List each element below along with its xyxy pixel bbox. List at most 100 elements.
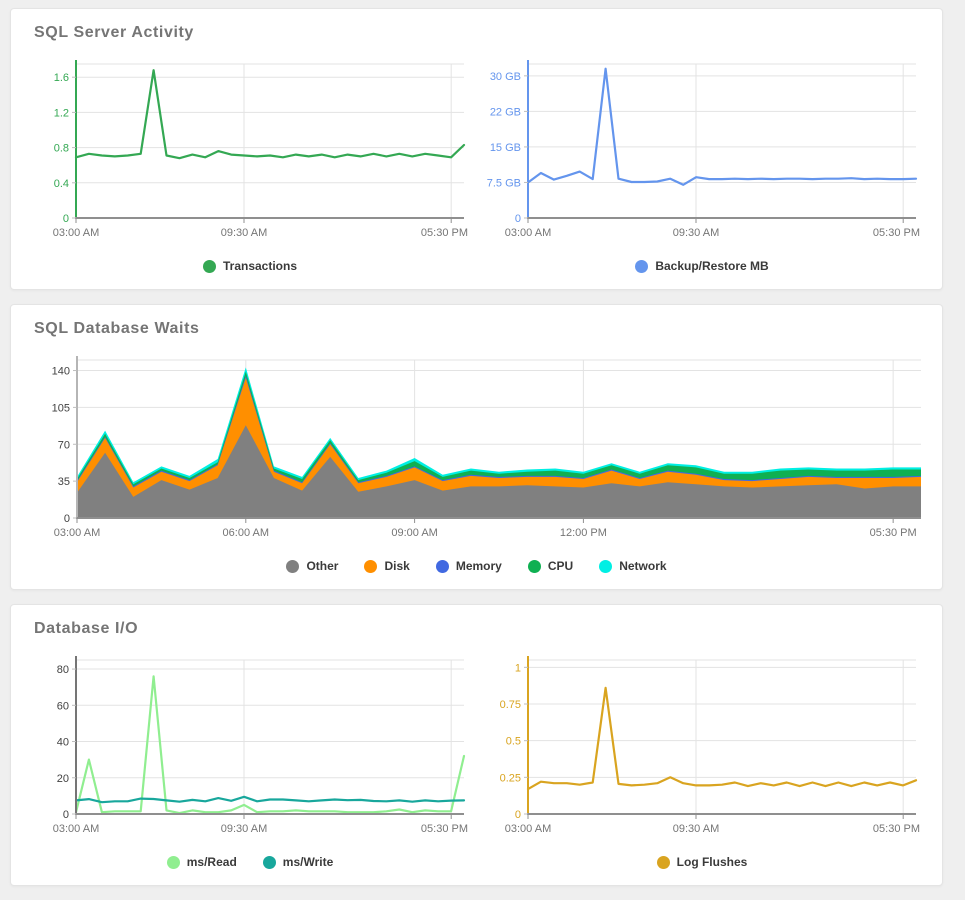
- line-series-ms-read: [74, 675, 466, 815]
- backup-restore-chart-block: 0 7.5 GB 15 GB 22 GB 30 GB 03:00 AM 09:30 AM 05…: [476, 52, 928, 275]
- y-tick-label: 0.25: [500, 772, 521, 784]
- x-tick-label: 06:00 AM: [222, 527, 268, 539]
- log-flushes-legend: Log Flushes: [656, 853, 748, 871]
- legend-label: ms/Read: [186, 855, 237, 869]
- chart-canvas[interactable]: 0 7.5 GB 15 GB 22 GB 30 GB 03:00 AM 09:30 AM 05…: [476, 52, 928, 248]
- x-tick-label: 09:30 AM: [221, 227, 267, 239]
- legend-label: Log Flushes: [676, 855, 748, 869]
- chart-canvas[interactable]: 0 35 70 105 140 03:00 AM 06:00 AM 09:00 AM 12:00…: [25, 348, 929, 548]
- y-tick-label: 22 GB: [490, 106, 521, 118]
- panel-title-sql-server-activity: SQL Server Activity: [34, 24, 194, 41]
- backup-restore-chart[interactable]: 0 7.5 GB 15 GB 22 GB 30 GB 03:00 AM 09:30 AM 05…: [476, 52, 928, 248]
- x-tick-label: 09:00 AM: [391, 527, 437, 539]
- x-tick-label: 03:00 AM: [53, 527, 99, 539]
- legend-item-ms-write[interactable]: ms/Write: [262, 855, 334, 869]
- legend-dot: [435, 559, 449, 573]
- y-tick-label: 15 GB: [490, 142, 521, 154]
- y-tick-label: 60: [57, 700, 69, 712]
- legend-item-network[interactable]: Network: [599, 559, 667, 573]
- x-tick-label: 05:30 PM: [873, 823, 920, 835]
- legend-label: Other: [306, 559, 339, 573]
- y-tick-label: 0: [515, 809, 521, 821]
- x-tick-label: 03:00 AM: [53, 823, 99, 835]
- y-tick-label: 0: [63, 513, 69, 525]
- legend-dot: [166, 855, 180, 869]
- legend-label: ms/Write: [282, 855, 334, 869]
- line-series-transactions: [74, 69, 466, 160]
- panel-title-database-io: Database I/O: [34, 620, 139, 637]
- x-tick-label: 09:30 AM: [673, 823, 719, 835]
- y-tick-label: 105: [51, 402, 69, 414]
- x-tick-label: 03:00 AM: [505, 227, 551, 239]
- y-tick-label: 0.75: [500, 699, 521, 711]
- legend-item-backup-restore-mb[interactable]: Backup/Restore MB: [635, 259, 769, 273]
- sql-server-activity-charts-row: 0 0.4 0.8 1.2 1.6 03:00 AM 09:30 AM 05:30 PM Tr…: [24, 52, 929, 275]
- log-flushes-chart-block: 0 0.25 0.5 0.75 1 03:00 AM 09:30 AM 05:30 PM Lo…: [476, 648, 928, 871]
- legend-item-other[interactable]: Other: [286, 559, 338, 573]
- panel-sql-server-activity: SQL Server Activity 0 0.4 0.8 1.2 1.6 03:00 A…: [10, 8, 943, 290]
- legend-label: Network: [619, 559, 667, 573]
- y-tick-label: 0.8: [54, 143, 69, 155]
- chart-canvas[interactable]: 0 0.25 0.5 0.75 1 03:00 AM 09:30 AM 05:30 PM: [476, 648, 928, 844]
- y-tick-label: 30 GB: [490, 71, 521, 83]
- y-tick-label: 70: [57, 439, 69, 451]
- x-tick-label: 05:30 PM: [421, 227, 468, 239]
- x-tick-label: 05:30 PM: [421, 823, 468, 835]
- legend-item-log-flushes[interactable]: Log Flushes: [656, 855, 748, 869]
- y-tick-label: 0: [515, 213, 521, 225]
- x-tick-label: 09:30 AM: [673, 227, 719, 239]
- legend-dot: [527, 559, 541, 573]
- legend-dot: [635, 259, 649, 273]
- legend-dot: [599, 559, 613, 573]
- legend-label: Transactions: [222, 259, 298, 273]
- x-tick-label: 12:00 PM: [559, 527, 606, 539]
- legend-label: Memory: [455, 559, 502, 573]
- area-series-disk: [76, 377, 921, 518]
- y-tick-label: 1: [515, 662, 521, 674]
- transactions-legend: Transactions: [202, 257, 298, 275]
- chart-canvas[interactable]: 0 20 40 60 80 03:00 AM 09:30 AM 05:30 PM: [24, 648, 476, 844]
- y-tick-label: 7.5 GB: [487, 177, 521, 189]
- legend-dot: [286, 559, 300, 573]
- legend-item-ms-read[interactable]: ms/Read: [166, 855, 237, 869]
- legend-dot: [656, 855, 670, 869]
- x-tick-label: 03:00 AM: [505, 823, 551, 835]
- x-tick-label: 09:30 AM: [221, 823, 267, 835]
- y-tick-label: 140: [51, 366, 69, 378]
- y-tick-label: 1.6: [54, 72, 69, 84]
- legend-dot: [262, 855, 276, 869]
- legend-item-cpu[interactable]: CPU: [527, 559, 574, 573]
- x-tick-label: 03:00 AM: [53, 227, 99, 239]
- panel-sql-database-waits: SQL Database Waits 0 35 70 105 140 03:00 AM 06…: [10, 304, 943, 590]
- legend-label: Backup/Restore MB: [655, 259, 769, 273]
- y-tick-label: 40: [57, 737, 69, 749]
- x-tick-label: 05:30 PM: [873, 227, 920, 239]
- y-tick-label: 0: [63, 213, 69, 225]
- legend-item-memory[interactable]: Memory: [435, 559, 502, 573]
- io-latency-chart[interactable]: 0 20 40 60 80 03:00 AM 09:30 AM 05:30 PM: [24, 648, 476, 844]
- legend-item-transactions[interactable]: Transactions: [202, 259, 298, 273]
- line-series-log-flushes: [526, 686, 918, 791]
- backup-restore-legend: Backup/Restore MB: [635, 257, 769, 275]
- database-waits-chart-block: 0 35 70 105 140 03:00 AM 06:00 AM 09:00 AM 12:00…: [24, 348, 929, 575]
- database-io-charts-row: 0 20 40 60 80 03:00 AM 09:30 AM 05:30 PM ms/Rea…: [24, 648, 929, 871]
- log-flushes-chart[interactable]: 0 0.25 0.5 0.75 1 03:00 AM 09:30 AM 05:30 PM: [476, 648, 928, 844]
- area-series-other: [76, 425, 921, 518]
- io-latency-legend: ms/Read ms/Write: [166, 853, 334, 871]
- panel-database-io: Database I/O 0 20 40 60 80 03:00 AM 09:30 AM 05…: [10, 604, 943, 886]
- chart-canvas[interactable]: 0 0.4 0.8 1.2 1.6 03:00 AM 09:30 AM 05:30 PM: [24, 52, 476, 248]
- panel-title-sql-database-waits: SQL Database Waits: [34, 320, 200, 337]
- y-tick-label: 0.4: [54, 178, 69, 190]
- io-latency-chart-block: 0 20 40 60 80 03:00 AM 09:30 AM 05:30 PM ms/Rea…: [24, 648, 476, 871]
- y-tick-label: 35: [57, 476, 69, 488]
- line-series-ms-write: [74, 795, 466, 804]
- x-tick-label: 05:30 PM: [869, 527, 916, 539]
- legend-item-disk[interactable]: Disk: [364, 559, 410, 573]
- transactions-chart[interactable]: 0 0.4 0.8 1.2 1.6 03:00 AM 09:30 AM 05:30 PM: [24, 52, 476, 248]
- legend-dot: [364, 559, 378, 573]
- legend-label: CPU: [547, 559, 574, 573]
- y-tick-label: 1.2: [54, 107, 69, 119]
- line-series-backup-restore-mb: [526, 67, 918, 186]
- database-waits-chart[interactable]: 0 35 70 105 140 03:00 AM 06:00 AM 09:00 AM 12:00…: [25, 348, 929, 548]
